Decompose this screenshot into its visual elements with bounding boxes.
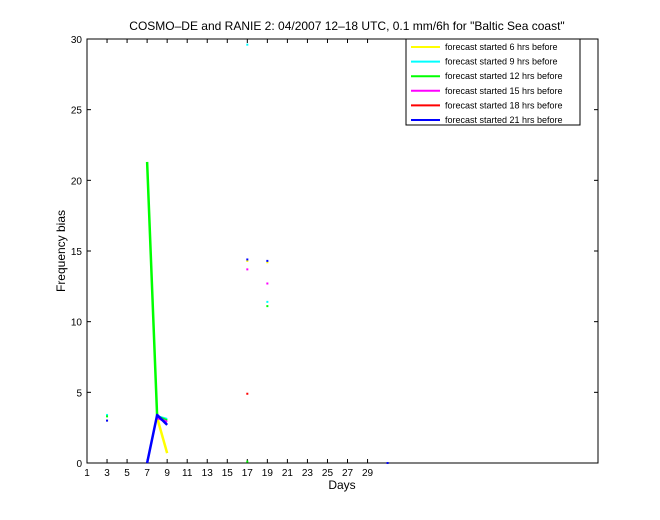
y-tick-label: 0 (76, 459, 82, 470)
x-tick-label: 25 (322, 468, 334, 479)
series-layer (106, 43, 389, 464)
x-tick-label: 13 (202, 468, 214, 479)
data-point (386, 462, 389, 464)
data-point (246, 259, 249, 262)
series-line (155, 417, 169, 454)
x-axis-label: Days (328, 478, 355, 492)
data-point (266, 259, 269, 262)
y-axis-label: Frequency bias (54, 210, 68, 292)
x-tick-label: 7 (144, 468, 150, 479)
legend-label: forecast started 9 hrs before (445, 57, 558, 67)
y-tick-label: 25 (71, 106, 83, 117)
legend-label: forecast started 15 hrs before (445, 86, 563, 96)
data-point (246, 268, 249, 271)
x-tick-label: 5 (124, 468, 130, 479)
y-tick-label: 20 (71, 176, 83, 187)
data-point (246, 43, 249, 46)
legend-label: forecast started 18 hrs before (445, 100, 563, 110)
legend-label: forecast started 21 hrs before (445, 115, 563, 125)
x-tick-label: 1 (84, 468, 90, 479)
legend-label: forecast started 6 hrs before (445, 42, 558, 52)
data-point (266, 261, 269, 264)
y-tick-label: 5 (76, 388, 82, 399)
legend-label: forecast started 12 hrs before (445, 71, 563, 81)
series-line (145, 413, 169, 464)
y-tick-label: 30 (71, 35, 83, 46)
x-tick-label: 29 (362, 468, 374, 479)
x-tick-label: 11 (182, 468, 193, 479)
x-tick-label: 21 (282, 468, 294, 479)
series (246, 392, 249, 395)
data-point (246, 392, 249, 395)
chart-title: COSMO–DE and RANIE 2: 04/2007 12–18 UTC,… (129, 19, 564, 33)
data-point (106, 415, 109, 418)
data-point (266, 300, 269, 303)
legend: forecast started 6 hrs before forecast st… (405, 38, 581, 126)
legend-box (405, 38, 581, 126)
x-tick-label: 19 (262, 468, 274, 479)
data-point (246, 460, 249, 463)
x-tick-label: 17 (242, 468, 254, 479)
x-tick-label: 9 (164, 468, 170, 479)
series (106, 258, 389, 464)
y-tick-label: 10 (71, 318, 83, 329)
x-tick-label: 27 (342, 468, 354, 479)
y-tick-label: 15 (71, 247, 83, 258)
x-tick-label: 23 (302, 468, 314, 479)
data-point (246, 258, 249, 261)
x-tick-label: 3 (104, 468, 110, 479)
data-point (266, 282, 269, 285)
x-tick-label: 15 (222, 468, 234, 479)
data-point (106, 413, 109, 416)
data-point (106, 419, 109, 422)
data-point (266, 305, 269, 308)
x-axis: 1 3 5 7 9 11 13 15 17 19 21 23 25 27 29 (84, 39, 374, 479)
y-axis: 0 5 10 15 20 25 30 (71, 35, 598, 470)
